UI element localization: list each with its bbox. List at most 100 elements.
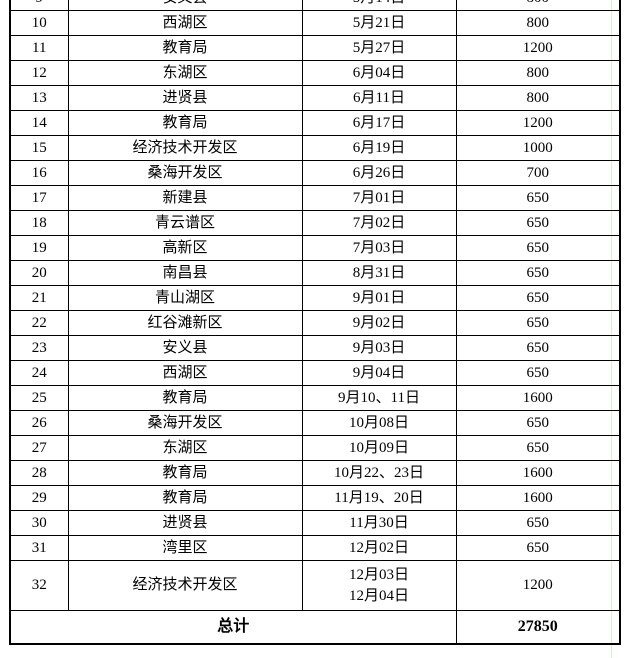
table-row: 26 桑海开发区 10月08日 650	[9, 410, 621, 436]
region-cell: 教育局	[67, 35, 303, 61]
date-line: 11月19、20日	[334, 489, 424, 506]
table-row: 9 安义县 5月14日 800	[9, 0, 621, 11]
date-cell: 9月03日	[301, 335, 457, 361]
region-cell: 教育局	[67, 460, 303, 486]
region-cell: 桑海开发区	[67, 160, 303, 186]
row-number-cell: 31	[9, 535, 69, 561]
date-cell: 7月02日	[301, 210, 457, 236]
date-cell: 9月02日	[301, 310, 457, 336]
row-number-cell: 23	[9, 335, 69, 361]
region-cell: 红谷滩新区	[67, 310, 303, 336]
table-row: 29 教育局 11月19、20日 1600	[9, 485, 621, 511]
row-number-cell: 18	[9, 210, 69, 236]
row-number-cell: 26	[9, 410, 69, 436]
row-number-cell: 15	[9, 135, 69, 161]
region-cell: 东湖区	[67, 435, 303, 461]
date-line: 8月31日	[352, 264, 406, 281]
table-row: 32 经济技术开发区 12月03日 12月04日 1200	[9, 560, 621, 611]
date-cell: 8月31日	[301, 260, 457, 286]
date-cell: 5月27日	[301, 35, 457, 61]
date-cell: 6月17日	[301, 110, 457, 136]
amount-cell: 700	[455, 160, 621, 186]
total-row: 总计 27850	[9, 610, 621, 645]
table-row: 22 红谷滩新区 9月02日 650	[9, 310, 621, 336]
date-cell: 7月03日	[301, 235, 457, 261]
region-cell: 安义县	[67, 335, 303, 361]
total-label-cell: 总计	[9, 610, 457, 645]
date-line: 9月10、11日	[338, 389, 420, 406]
date-line: 12月04日	[348, 587, 409, 604]
date-cell: 9月01日	[301, 285, 457, 311]
row-number-cell: 32	[9, 560, 69, 611]
date-line: 9月02日	[352, 314, 406, 331]
row-number-cell: 14	[9, 110, 69, 136]
row-number-cell: 22	[9, 310, 69, 336]
row-number-cell: 17	[9, 185, 69, 211]
amount-cell: 650	[455, 285, 621, 311]
date-cell: 6月19日	[301, 135, 457, 161]
date-line: 12月02日	[348, 539, 409, 556]
date-line: 11月30日	[349, 514, 409, 531]
amount-cell: 800	[455, 60, 621, 86]
date-line: 5月27日	[352, 39, 406, 56]
amount-cell: 650	[455, 335, 621, 361]
region-cell: 进贤县	[67, 510, 303, 536]
date-line: 10月09日	[348, 439, 409, 456]
region-cell: 经济技术开发区	[67, 135, 303, 161]
row-number-cell: 13	[9, 85, 69, 111]
table-row: 19 高新区 7月03日 650	[9, 235, 621, 261]
table-row: 12 东湖区 6月04日 800	[9, 60, 621, 86]
date-cell: 12月02日	[301, 535, 457, 561]
date-line: 5月14日	[303, 0, 455, 7]
table-row: 24 西湖区 9月04日 650	[9, 360, 621, 386]
region-cell: 教育局	[67, 485, 303, 511]
amount-cell: 650	[455, 235, 621, 261]
region-cell: 青云谱区	[67, 210, 303, 236]
row-number-cell: 25	[9, 385, 69, 411]
table-row: 28 教育局 10月22、23日 1600	[9, 460, 621, 486]
date-cell: 12月03日 12月04日	[301, 560, 457, 611]
region-cell: 青山湖区	[67, 285, 303, 311]
region-cell: 经济技术开发区	[67, 560, 303, 611]
date-cell: 11月19、20日	[301, 485, 457, 511]
row-number-cell: 11	[9, 35, 69, 61]
amount-cell: 800	[455, 10, 621, 36]
table-row: 18 青云谱区 7月02日 650	[9, 210, 621, 236]
region-cell: 南昌县	[67, 260, 303, 286]
row-number-cell: 27	[9, 435, 69, 461]
date-line: 5月21日	[352, 14, 406, 31]
region-cell: 教育局	[67, 110, 303, 136]
amount-cell: 650	[455, 510, 621, 536]
table-row: 20 南昌县 8月31日 650	[9, 260, 621, 286]
amount-cell: 1200	[455, 110, 621, 136]
date-line: 9月01日	[352, 289, 406, 306]
row-number-cell: 29	[9, 485, 69, 511]
table-row: 31 湾里区 12月02日 650	[9, 535, 621, 561]
row-number-cell: 30	[9, 510, 69, 536]
table-row: 17 新建县 7月01日 650	[9, 185, 621, 211]
row-number-cell: 28	[9, 460, 69, 486]
date-line: 6月26日	[352, 164, 406, 181]
table-row: 15 经济技术开发区 6月19日 1000	[9, 135, 621, 161]
table-row: 27 东湖区 10月09日 650	[9, 435, 621, 461]
amount-cell: 650	[455, 410, 621, 436]
amount-cell: 650	[455, 360, 621, 386]
table-row: 21 青山湖区 9月01日 650	[9, 285, 621, 311]
date-cell: 7月01日	[301, 185, 457, 211]
date-line: 6月11日	[353, 89, 405, 106]
amount-cell: 1600	[455, 385, 621, 411]
table-row: 30 进贤县 11月30日 650	[9, 510, 621, 536]
date-cell: 6月11日	[301, 85, 457, 111]
amount-cell: 1200	[455, 560, 621, 611]
region-cell: 进贤县	[67, 85, 303, 111]
date-line: 6月04日	[352, 64, 406, 81]
date-line: 7月01日	[352, 189, 406, 206]
date-cell: 6月26日	[301, 160, 457, 186]
date-cell: 6月04日	[301, 60, 457, 86]
table-row: 16 桑海开发区 6月26日 700	[9, 160, 621, 186]
amount-cell: 1600	[455, 485, 621, 511]
region-cell: 湾里区	[67, 535, 303, 561]
amount-cell: 650	[455, 310, 621, 336]
total-amount-cell: 27850	[455, 610, 621, 645]
date-line: 10月08日	[348, 414, 409, 431]
